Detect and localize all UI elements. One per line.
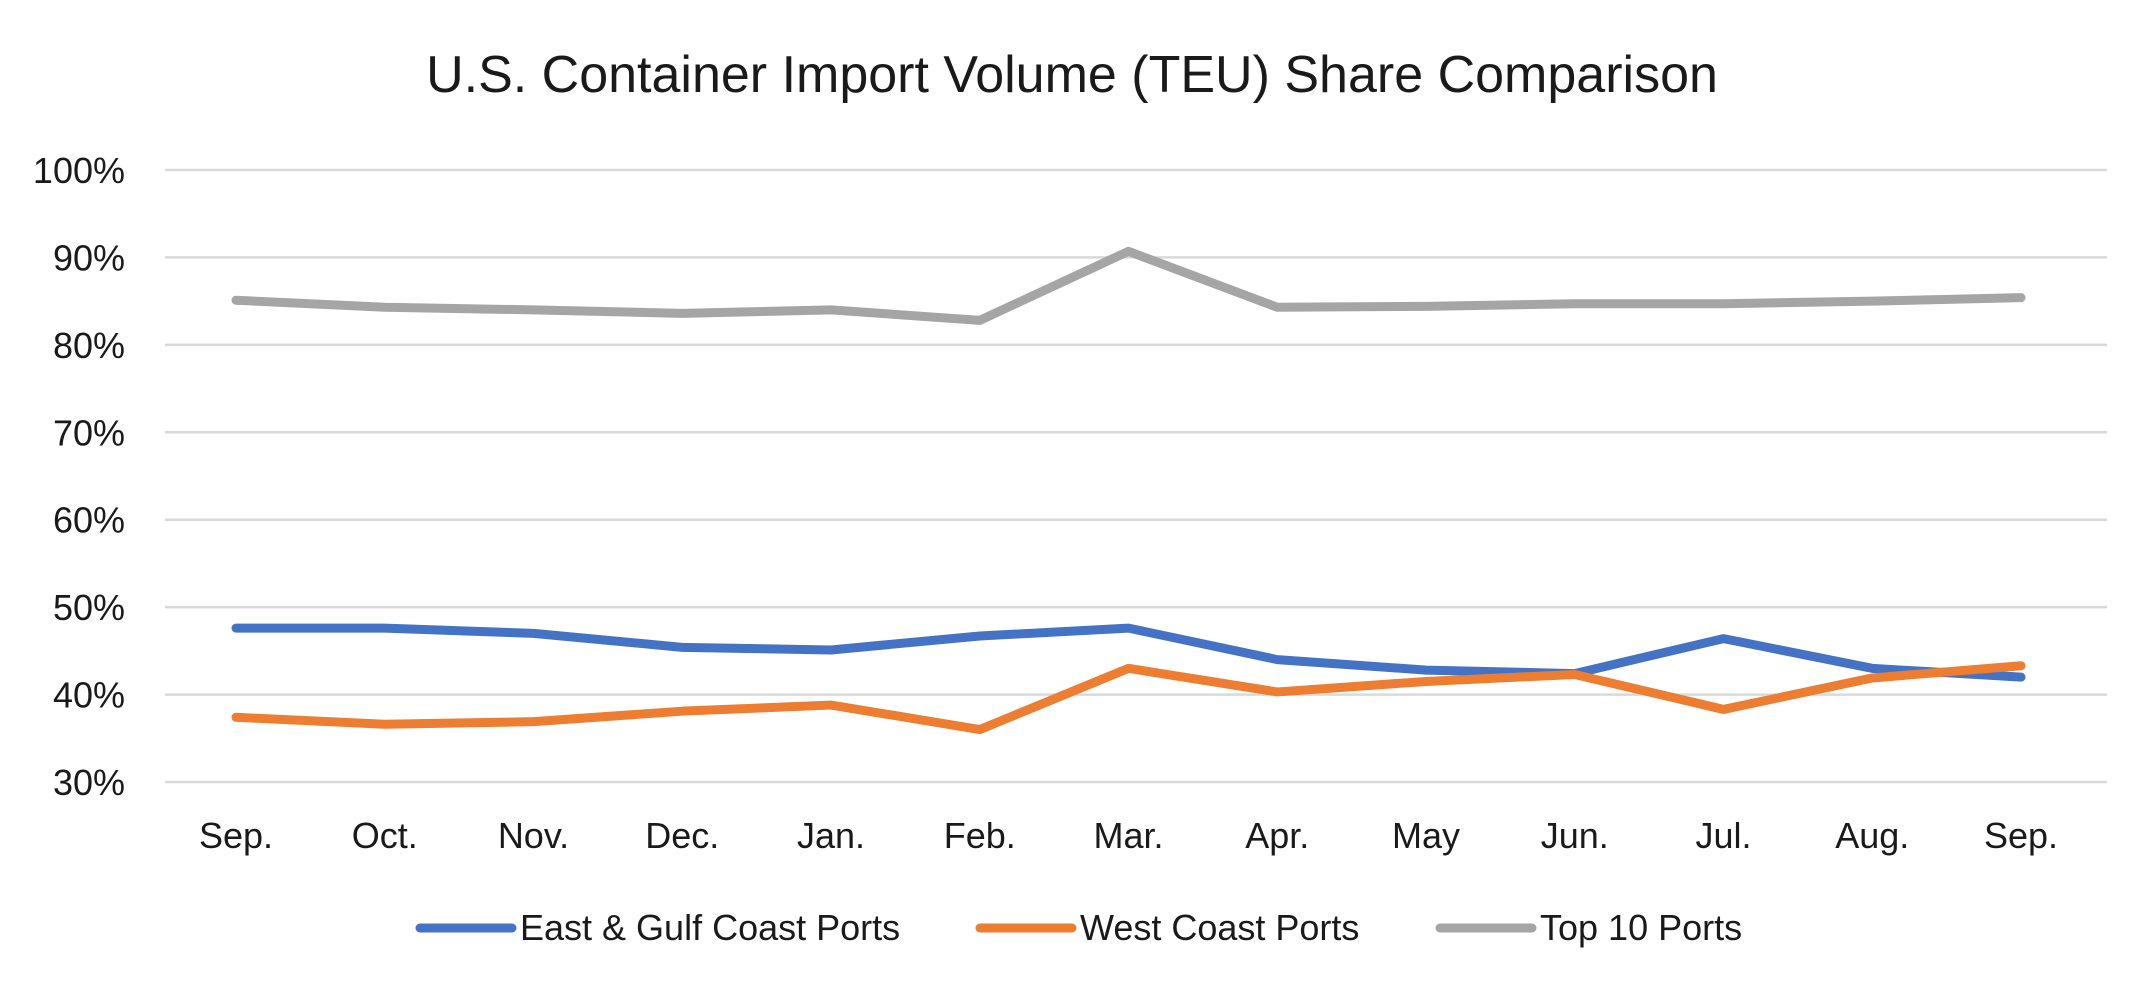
legend: East & Gulf Coast Ports West Coast Ports T… — [420, 907, 1742, 948]
series-lines — [236, 251, 2021, 729]
x-tick-label: Jul. — [1695, 815, 1751, 856]
legend-label: Top 10 Ports — [1540, 907, 1742, 948]
legend-label: West Coast Ports — [1080, 907, 1359, 948]
y-tick-label: 60% — [53, 500, 125, 541]
y-tick-label: 70% — [53, 412, 125, 453]
x-tick-label: Feb. — [944, 815, 1016, 856]
x-tick-label: May — [1392, 815, 1460, 856]
x-tick-label: Nov. — [498, 815, 569, 856]
x-tick-label: Sep. — [199, 815, 273, 856]
x-tick-label: Aug. — [1835, 815, 1909, 856]
legend-label: East & Gulf Coast Ports — [520, 907, 900, 948]
x-tick-label: Jan. — [797, 815, 865, 856]
x-tick-label: Oct. — [352, 815, 418, 856]
y-tick-label: 50% — [53, 587, 125, 628]
series-line-2 — [236, 251, 2021, 320]
y-tick-label: 40% — [53, 675, 125, 716]
x-tick-label: Apr. — [1245, 815, 1309, 856]
x-tick-label: Mar. — [1093, 815, 1163, 856]
x-tick-label: Jun. — [1541, 815, 1609, 856]
y-tick-label: 100% — [33, 150, 125, 191]
chart-title: U.S. Container Import Volume (TEU) Share… — [426, 46, 1718, 104]
y-tick-label: 80% — [53, 325, 125, 366]
x-tick-label: Dec. — [645, 815, 719, 856]
series-line-1 — [236, 666, 2021, 730]
x-tick-label: Sep. — [1984, 815, 2058, 856]
x-axis-ticks: Sep. Oct. Nov. Dec. Jan. Feb. Mar. Apr. May Jun. J… — [199, 815, 2058, 856]
y-axis-ticks: 30% 40% 50% 60% 70% 80% 90% 100% — [33, 150, 125, 803]
y-tick-label: 30% — [53, 762, 125, 803]
y-tick-label: 90% — [53, 237, 125, 278]
